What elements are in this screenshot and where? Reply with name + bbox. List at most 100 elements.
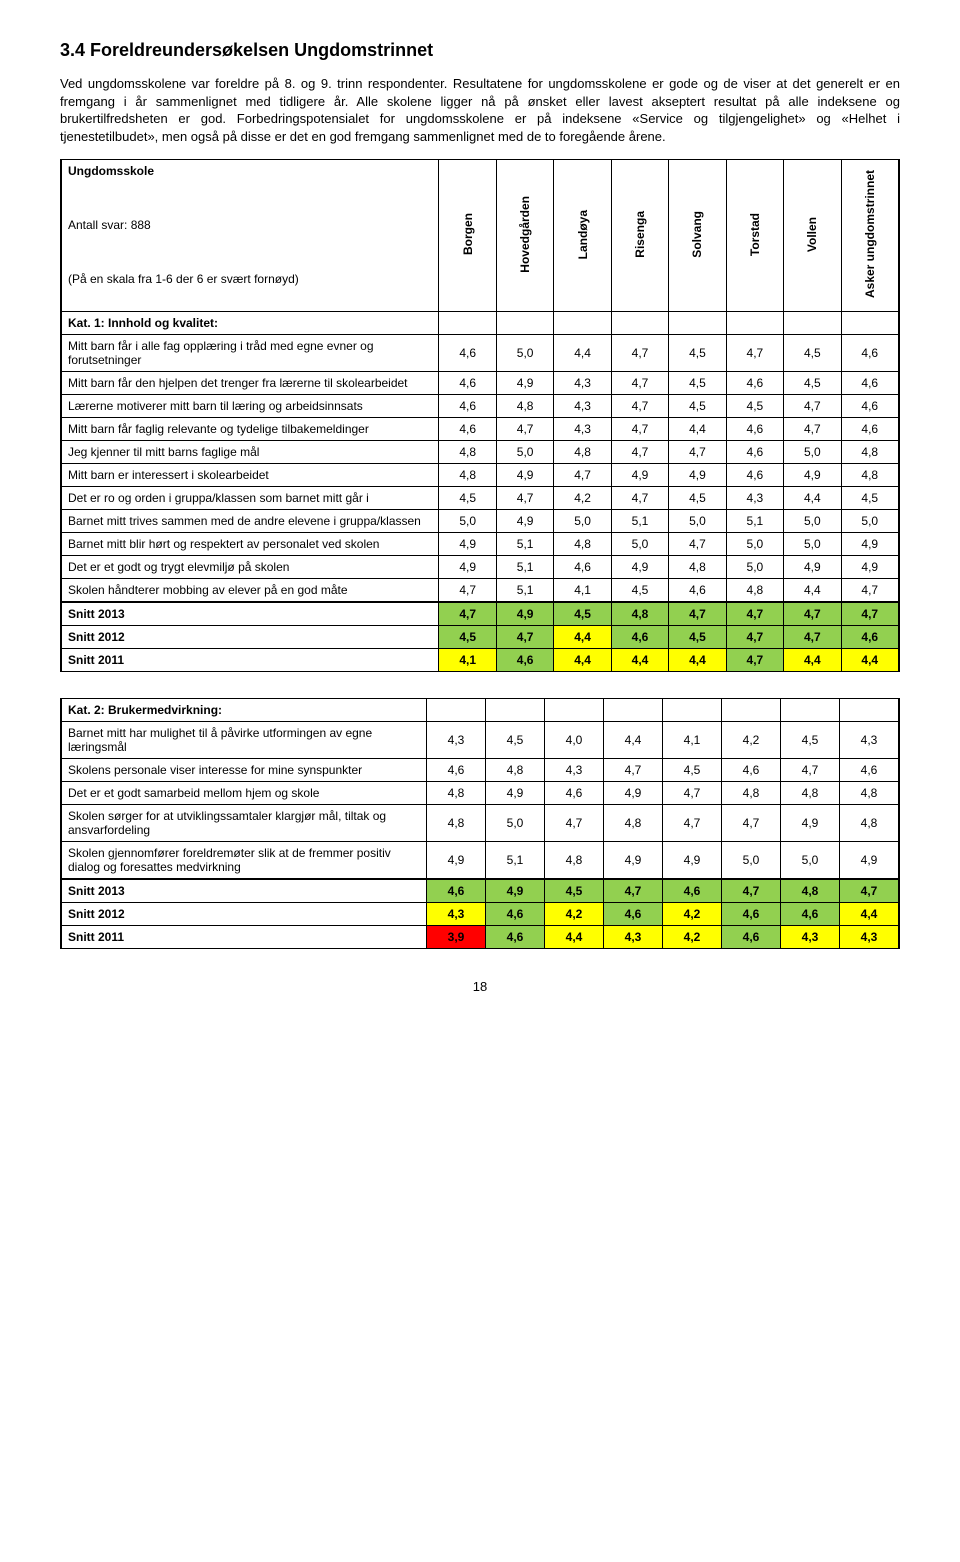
- cell-value: 4,0: [545, 722, 604, 759]
- cell-value: 4,9: [781, 805, 840, 842]
- snitt-value: 4,7: [726, 626, 783, 649]
- row-label: Mitt barn er interessert i skolearbeidet: [61, 464, 439, 487]
- cell-value: 4,3: [427, 722, 486, 759]
- snitt-value: 4,5: [669, 626, 726, 649]
- snitt-label: Snitt 2013: [61, 879, 427, 903]
- snitt-value: 4,5: [554, 602, 611, 626]
- snitt-value: 4,7: [439, 602, 496, 626]
- cell-value: 4,2: [554, 487, 611, 510]
- snitt-value: 4,6: [486, 903, 545, 926]
- intro-paragraph: Ved ungdomsskolene var foreldre på 8. og…: [60, 75, 900, 145]
- col-header: Vollen: [805, 211, 819, 258]
- cell-value: 4,9: [611, 464, 668, 487]
- cell-value: 4,5: [669, 335, 726, 372]
- cell-value: 4,5: [611, 579, 668, 603]
- cell-value: 5,1: [726, 510, 783, 533]
- table-sub1: Antall svar: 888: [68, 218, 432, 232]
- cell-value: 5,0: [726, 556, 783, 579]
- cell-value: 5,1: [496, 533, 553, 556]
- cell-value: 4,6: [726, 464, 783, 487]
- row-label: Mitt barn får faglig relevante og tydeli…: [61, 418, 439, 441]
- cell-value: 4,5: [784, 372, 841, 395]
- cell-value: 5,0: [669, 510, 726, 533]
- snitt-value: 4,6: [663, 879, 722, 903]
- snitt-value: 3,9: [427, 926, 486, 949]
- cell-value: 4,7: [611, 395, 668, 418]
- cell-value: 4,7: [663, 782, 722, 805]
- row-label: Skolen sørger for at utviklingssamtaler …: [61, 805, 427, 842]
- snitt-value: 4,3: [840, 926, 900, 949]
- table-title: Ungdomsskole: [68, 164, 432, 178]
- cell-value: 4,7: [496, 418, 553, 441]
- cell-value: 4,8: [427, 805, 486, 842]
- section-heading: 3.4 Foreldreundersøkelsen Ungdomstrinnet: [60, 40, 900, 61]
- cell-value: 5,0: [486, 805, 545, 842]
- col-header: Borgen: [461, 207, 475, 261]
- col-header: Torstad: [748, 207, 762, 262]
- col-header: Solvang: [690, 205, 704, 264]
- cell-value: 4,7: [669, 533, 726, 556]
- cell-value: 4,3: [545, 759, 604, 782]
- kat-label: Kat. 2: Brukermedvirkning:: [61, 699, 427, 722]
- cell-value: 4,7: [545, 805, 604, 842]
- cell-value: 4,9: [604, 782, 663, 805]
- cell-value: 4,7: [726, 335, 783, 372]
- snitt-value: 4,7: [726, 649, 783, 672]
- snitt-value: 4,9: [496, 602, 553, 626]
- cell-value: 4,4: [554, 335, 611, 372]
- cell-value: 4,6: [439, 418, 496, 441]
- cell-value: 4,7: [604, 759, 663, 782]
- snitt-value: 4,4: [669, 649, 726, 672]
- cell-value: 4,7: [611, 487, 668, 510]
- col-header: Hovedgården: [518, 190, 532, 279]
- cell-value: 4,5: [486, 722, 545, 759]
- cell-value: 4,4: [604, 722, 663, 759]
- cell-value: 4,7: [496, 487, 553, 510]
- snitt-value: 4,7: [604, 879, 663, 903]
- cell-value: 4,9: [604, 842, 663, 880]
- snitt-value: 4,4: [545, 926, 604, 949]
- snitt-value: 4,6: [722, 926, 781, 949]
- cell-value: 5,1: [486, 842, 545, 880]
- cell-value: 4,7: [611, 441, 668, 464]
- table-kat1: Ungdomsskole Antall svar: 888 (På en ska…: [60, 159, 900, 672]
- cell-value: 5,0: [841, 510, 899, 533]
- snitt-value: 4,7: [722, 879, 781, 903]
- snitt-value: 4,7: [496, 626, 553, 649]
- cell-value: 4,6: [545, 782, 604, 805]
- snitt-value: 4,5: [439, 626, 496, 649]
- cell-value: 4,5: [669, 487, 726, 510]
- cell-value: 4,5: [841, 487, 899, 510]
- cell-value: 5,0: [439, 510, 496, 533]
- table-sub2: (På en skala fra 1-6 der 6 er svært forn…: [68, 272, 432, 286]
- snitt-label: Snitt 2012: [61, 903, 427, 926]
- row-label: Mitt barn får i alle fag opplæring i trå…: [61, 335, 439, 372]
- cell-value: 4,8: [545, 842, 604, 880]
- row-label: Jeg kjenner til mitt barns faglige mål: [61, 441, 439, 464]
- cell-value: 4,6: [726, 372, 783, 395]
- row-label: Barnet mitt blir hørt og respektert av p…: [61, 533, 439, 556]
- row-label: Mitt barn får den hjelpen det trenger fr…: [61, 372, 439, 395]
- cell-value: 4,7: [611, 335, 668, 372]
- col-header: Asker ungdomstrinnet: [863, 164, 877, 304]
- cell-value: 4,6: [722, 759, 781, 782]
- cell-value: 4,9: [841, 556, 899, 579]
- cell-value: 4,7: [439, 579, 496, 603]
- cell-value: 4,9: [496, 510, 553, 533]
- cell-value: 4,5: [781, 722, 840, 759]
- cell-value: 5,0: [726, 533, 783, 556]
- cell-value: 4,9: [841, 533, 899, 556]
- snitt-value: 4,7: [726, 602, 783, 626]
- cell-value: 4,8: [669, 556, 726, 579]
- snitt-value: 4,6: [722, 903, 781, 926]
- snitt-value: 4,1: [439, 649, 496, 672]
- cell-value: 5,0: [784, 533, 841, 556]
- snitt-value: 4,3: [427, 903, 486, 926]
- cell-value: 4,6: [841, 418, 899, 441]
- cell-value: 4,6: [439, 335, 496, 372]
- cell-value: 4,7: [784, 395, 841, 418]
- cell-value: 4,9: [669, 464, 726, 487]
- snitt-value: 4,2: [663, 903, 722, 926]
- row-label: Det er et godt og trygt elevmiljø på sko…: [61, 556, 439, 579]
- cell-value: 5,1: [611, 510, 668, 533]
